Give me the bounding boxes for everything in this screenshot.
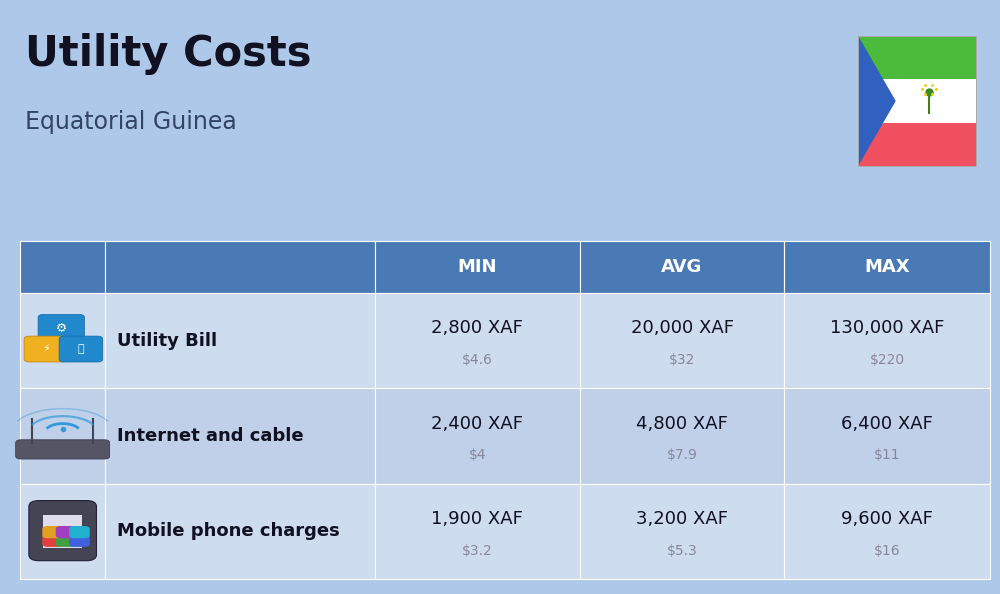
FancyBboxPatch shape [375, 484, 580, 579]
FancyBboxPatch shape [580, 241, 784, 293]
FancyBboxPatch shape [580, 388, 784, 484]
Text: Internet and cable: Internet and cable [117, 427, 304, 445]
Text: 20,000 XAF: 20,000 XAF [631, 320, 734, 337]
FancyBboxPatch shape [56, 535, 76, 547]
FancyBboxPatch shape [105, 484, 375, 579]
FancyBboxPatch shape [105, 388, 375, 484]
Text: 2,400 XAF: 2,400 XAF [431, 415, 523, 432]
Text: $220: $220 [870, 353, 905, 367]
FancyBboxPatch shape [784, 241, 990, 293]
Text: Mobile phone charges: Mobile phone charges [117, 523, 340, 541]
FancyBboxPatch shape [69, 526, 90, 538]
FancyBboxPatch shape [59, 336, 103, 362]
Text: $4: $4 [469, 448, 486, 462]
Text: 💧: 💧 [78, 344, 84, 354]
FancyBboxPatch shape [20, 388, 105, 484]
Text: Equatorial Guinea: Equatorial Guinea [25, 110, 237, 134]
Text: Utility Costs: Utility Costs [25, 33, 312, 75]
FancyBboxPatch shape [375, 293, 580, 388]
FancyBboxPatch shape [42, 526, 63, 538]
FancyBboxPatch shape [38, 314, 84, 342]
FancyBboxPatch shape [375, 241, 580, 293]
Text: $5.3: $5.3 [667, 544, 697, 558]
FancyBboxPatch shape [858, 36, 976, 79]
Text: 130,000 XAF: 130,000 XAF [830, 320, 944, 337]
FancyBboxPatch shape [580, 484, 784, 579]
Text: AVG: AVG [661, 258, 703, 276]
FancyBboxPatch shape [56, 526, 76, 538]
Text: $32: $32 [669, 353, 695, 367]
FancyBboxPatch shape [24, 336, 68, 362]
FancyBboxPatch shape [784, 484, 990, 579]
FancyBboxPatch shape [20, 484, 105, 579]
Text: MAX: MAX [864, 258, 910, 276]
Text: 3,200 XAF: 3,200 XAF [636, 510, 728, 528]
FancyBboxPatch shape [784, 293, 990, 388]
Text: 1,900 XAF: 1,900 XAF [431, 510, 523, 528]
FancyBboxPatch shape [16, 440, 110, 459]
FancyBboxPatch shape [105, 241, 375, 293]
FancyBboxPatch shape [20, 241, 105, 293]
Text: ⚙: ⚙ [56, 322, 67, 335]
Text: $7.9: $7.9 [667, 448, 697, 462]
FancyBboxPatch shape [20, 293, 105, 388]
Text: ⚡: ⚡ [42, 344, 50, 354]
FancyBboxPatch shape [105, 293, 375, 388]
FancyBboxPatch shape [42, 535, 63, 547]
FancyBboxPatch shape [858, 123, 976, 166]
FancyBboxPatch shape [43, 515, 82, 548]
Text: 4,800 XAF: 4,800 XAF [636, 415, 728, 432]
Text: MIN: MIN [458, 258, 497, 276]
FancyBboxPatch shape [29, 501, 96, 561]
Text: 6,400 XAF: 6,400 XAF [841, 415, 933, 432]
Text: $11: $11 [874, 448, 900, 462]
FancyBboxPatch shape [69, 535, 90, 547]
FancyBboxPatch shape [784, 388, 990, 484]
Text: $4.6: $4.6 [462, 353, 493, 367]
Text: 9,600 XAF: 9,600 XAF [841, 510, 933, 528]
Text: $16: $16 [874, 544, 900, 558]
FancyBboxPatch shape [858, 79, 976, 123]
Polygon shape [858, 36, 896, 166]
Text: Utility Bill: Utility Bill [117, 331, 217, 350]
FancyBboxPatch shape [375, 388, 580, 484]
Text: $3.2: $3.2 [462, 544, 493, 558]
Text: 2,800 XAF: 2,800 XAF [431, 320, 523, 337]
FancyBboxPatch shape [580, 293, 784, 388]
